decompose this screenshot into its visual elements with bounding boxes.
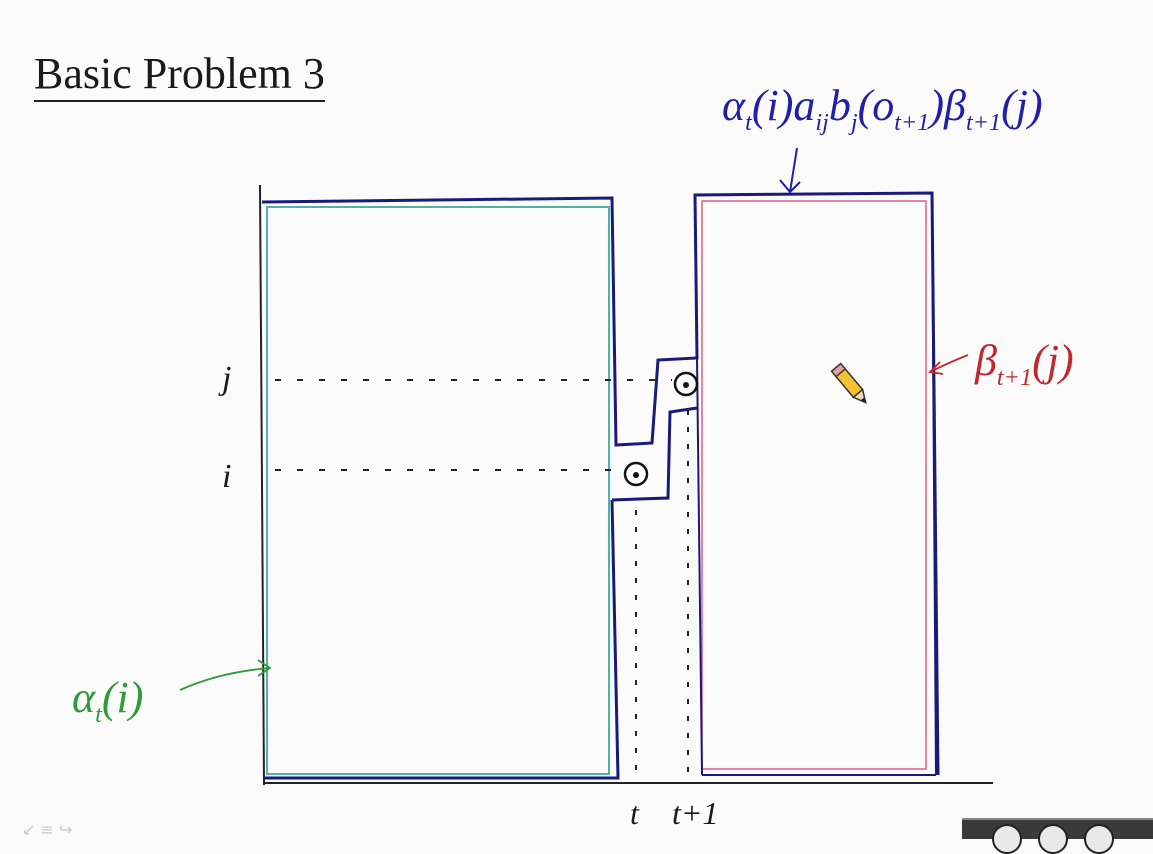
beta-right-edge — [931, 192, 937, 776]
beta-left-edge — [696, 357, 703, 776]
alpha-annotation: αt(i) — [72, 673, 144, 728]
axis-label-t-plus-1: t+1 — [672, 795, 719, 831]
slide-title: Basic Problem 3 — [34, 50, 325, 102]
player-button-2[interactable] — [1038, 824, 1068, 854]
pencil-cursor-icon — [830, 362, 867, 404]
state-j-dot — [683, 382, 689, 388]
y-axis — [259, 184, 265, 786]
top-formula-annotation: αt(i)aijbj(ot+1)βt+1(j) — [722, 81, 1043, 136]
state-i-dot — [633, 472, 639, 478]
alpha-inner-rect — [266, 206, 610, 775]
player-controls — [962, 818, 1153, 854]
axis-label-j: j — [222, 360, 232, 397]
alpha-step-bottom — [611, 406, 698, 502]
alpha-annotation-arrow — [179, 659, 272, 691]
player-button-3[interactable] — [1084, 824, 1114, 854]
axis-label-t: t — [630, 795, 639, 831]
beta-inner-rect — [701, 200, 927, 770]
top-annotation-arrow — [779, 147, 801, 194]
slide-nav-hint[interactable]: ↙ ≡ ↪ — [22, 820, 73, 839]
alpha-region-lower-outline — [264, 499, 620, 780]
alpha-region-outline — [261, 191, 940, 776]
axis-label-i: i — [222, 458, 232, 495]
beta-annotation: βt+1(j) — [975, 336, 1074, 391]
beta-annotation-arrow — [928, 354, 969, 375]
player-button-1[interactable] — [992, 824, 1022, 854]
